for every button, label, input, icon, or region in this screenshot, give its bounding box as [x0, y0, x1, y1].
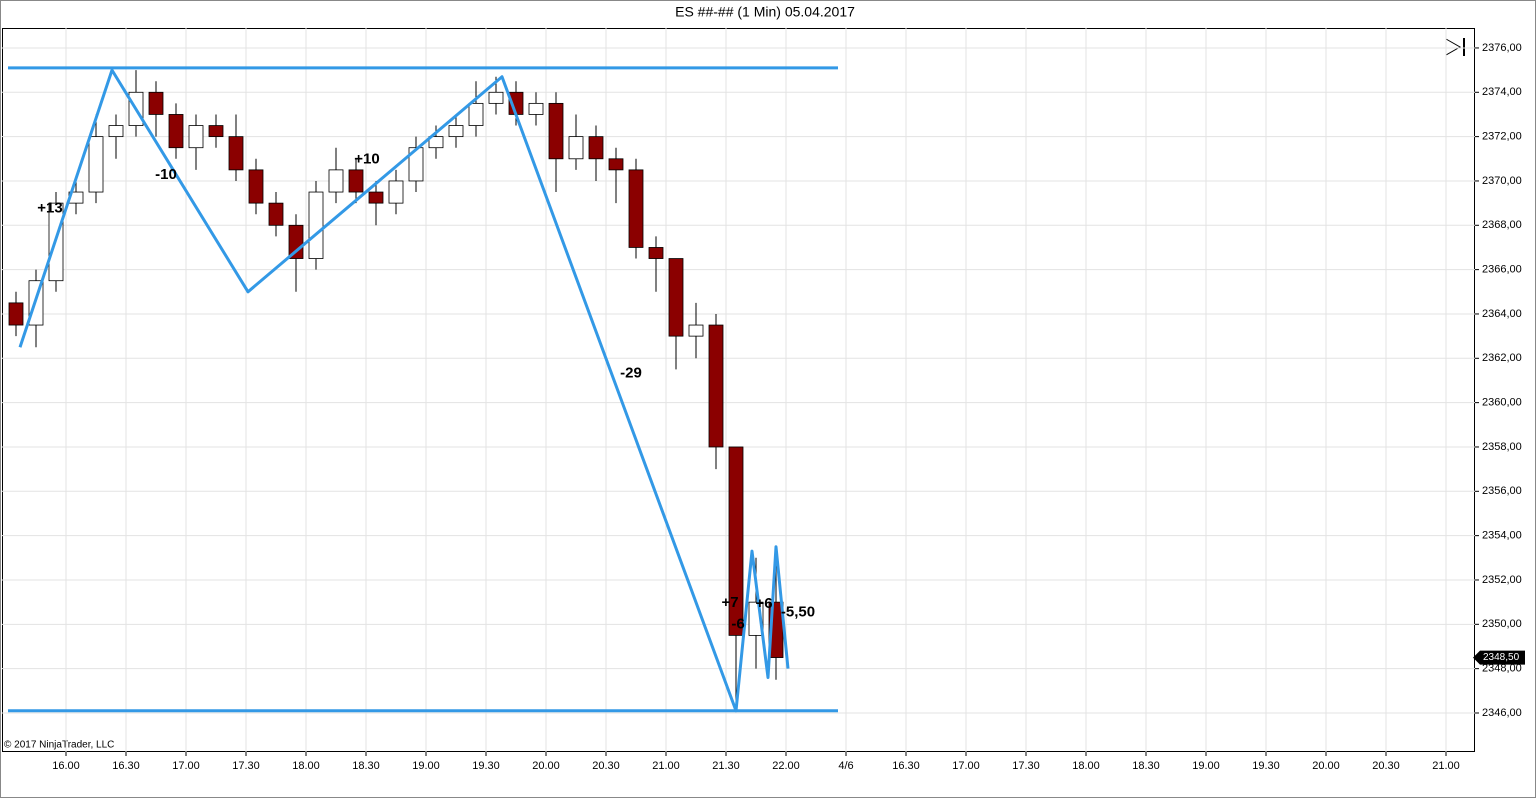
x-tick-label: 21.00	[652, 760, 680, 772]
x-tick-label: 19.00	[412, 760, 440, 772]
x-tick-label: 21.30	[712, 760, 740, 772]
y-tick-label: 2350,00	[1482, 618, 1522, 630]
candle-body	[108, 125, 124, 138]
candle-body	[608, 158, 624, 171]
last-price-label: 2348,50	[1483, 652, 1520, 663]
y-tick-label: 2352,00	[1482, 574, 1522, 586]
y-tick-label: 2356,00	[1482, 485, 1522, 497]
y-tick-label: 2370,00	[1482, 175, 1522, 187]
candle-body	[288, 224, 304, 259]
x-tick-label: 20.00	[532, 760, 560, 772]
zigzag-label: -5,50	[781, 604, 815, 621]
candle-body	[388, 180, 404, 204]
x-tick-label: 16.30	[112, 760, 140, 772]
y-tick-label: 2360,00	[1482, 397, 1522, 409]
candle-body	[588, 136, 604, 160]
x-tick-label: 17.00	[952, 760, 980, 772]
x-tick-label: 4/6	[838, 760, 853, 772]
x-tick-label: 18.00	[292, 760, 320, 772]
candle-body	[168, 114, 184, 149]
candle-body	[188, 125, 204, 149]
candle-body	[648, 247, 664, 259]
zigzag-label: +7	[721, 594, 738, 611]
x-tick-label: 18.00	[1072, 760, 1100, 772]
plot-frame	[2, 28, 1475, 752]
zigzag-label: -6	[731, 615, 744, 632]
candle-body	[488, 91, 504, 104]
candle-body	[328, 169, 344, 193]
y-tick-label: 2346,00	[1482, 707, 1522, 719]
zigzag-label: -10	[155, 166, 177, 183]
zigzag-label: -29	[620, 365, 642, 382]
y-tick-label: 2372,00	[1482, 131, 1522, 143]
x-tick-label: 16.30	[892, 760, 920, 772]
candle-body	[708, 324, 724, 448]
candle-body	[248, 169, 264, 204]
x-tick-label: 19.00	[1192, 760, 1220, 772]
x-tick-label: 16.00	[52, 760, 80, 772]
zigzag-line	[18, 68, 790, 713]
y-tick-label: 2348,00	[1482, 663, 1522, 675]
candle-body	[428, 136, 444, 149]
x-tick-label: 20.30	[592, 760, 620, 772]
y-tick-label: 2374,00	[1482, 86, 1522, 98]
zigzag-label: +6	[755, 595, 772, 612]
candle-body	[208, 125, 224, 138]
y-tick-label: 2366,00	[1482, 264, 1522, 276]
y-tick-label: 2376,00	[1482, 42, 1522, 54]
x-tick-label: 21.00	[1432, 760, 1460, 772]
x-tick-label: 19.30	[472, 760, 500, 772]
zigzag-label: +10	[354, 150, 379, 167]
candle-body	[468, 102, 484, 126]
candle-body	[348, 169, 364, 193]
candle-body	[528, 102, 544, 115]
candle-body	[228, 136, 244, 171]
candle-body	[148, 91, 164, 115]
candle-body	[548, 102, 564, 160]
candle-body	[448, 125, 464, 138]
candle-body	[268, 202, 284, 226]
y-tick-label: 2358,00	[1482, 441, 1522, 453]
y-tick-label: 2368,00	[1482, 219, 1522, 231]
zigzag-label: +13	[37, 200, 62, 217]
y-tick-label: 2364,00	[1482, 308, 1522, 320]
candle-body	[88, 136, 104, 193]
candle-body	[8, 302, 24, 326]
x-tick-label: 20.30	[1372, 760, 1400, 772]
candle-body	[728, 446, 744, 636]
candle-body	[668, 258, 684, 337]
chart-title: ES ##-## (1 Min) 05.04.2017	[675, 4, 855, 20]
candle-body	[628, 169, 644, 248]
candle-body	[688, 324, 704, 337]
x-tick-label: 17.30	[1012, 760, 1040, 772]
candle-body	[568, 136, 584, 160]
x-tick-label: 17.00	[172, 760, 200, 772]
y-tick-label: 2362,00	[1482, 352, 1522, 364]
x-tick-label: 17.30	[232, 760, 260, 772]
candle-body	[368, 191, 384, 204]
x-tick-label: 19.30	[1252, 760, 1280, 772]
y-tick-label: 2354,00	[1482, 530, 1522, 542]
x-tick-label: 18.30	[352, 760, 380, 772]
x-tick-label: 22.00	[772, 760, 800, 772]
x-tick-label: 18.30	[1132, 760, 1160, 772]
x-tick-label: 20.00	[1312, 760, 1340, 772]
last-price-marker	[1473, 650, 1525, 665]
candle-body	[308, 191, 324, 259]
copyright: © 2017 NinjaTrader, LLC	[4, 740, 114, 751]
